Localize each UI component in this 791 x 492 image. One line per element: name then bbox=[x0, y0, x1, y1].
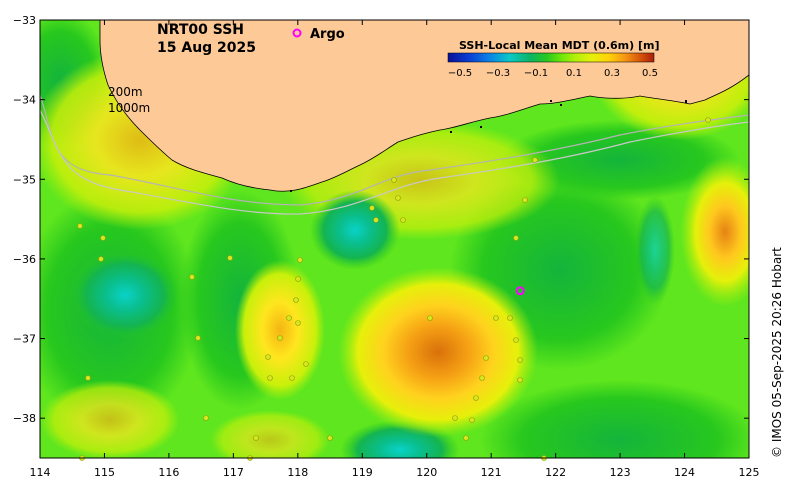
y-axis: −33 −34 −35 −36 −37 −38 bbox=[13, 14, 749, 425]
track-marker bbox=[253, 435, 259, 441]
y-tick-label: −33 bbox=[13, 14, 36, 27]
colorbar-tick-label: 0.5 bbox=[642, 68, 658, 79]
track-marker bbox=[517, 357, 523, 363]
track-marker bbox=[293, 297, 299, 303]
y-tick-label: −36 bbox=[13, 253, 36, 266]
colorbar-title: SSH-Local Mean MDT (0.6m) [m] bbox=[459, 39, 659, 52]
track-markers bbox=[77, 117, 711, 461]
track-marker bbox=[289, 375, 295, 381]
isobath-200m-label: 200m bbox=[108, 85, 143, 99]
x-tick-label: 120 bbox=[416, 466, 437, 479]
colorbar-tick-label: −0.5 bbox=[448, 68, 472, 79]
x-tick-label: 123 bbox=[610, 466, 631, 479]
argo-legend-label: Argo bbox=[310, 27, 345, 42]
track-marker bbox=[100, 235, 106, 241]
track-marker bbox=[189, 274, 195, 280]
track-marker bbox=[522, 197, 528, 203]
x-axis: 114 115 116 117 118 119 120 121 122 123 124 125 bbox=[30, 20, 760, 479]
track-marker bbox=[295, 276, 301, 282]
track-marker bbox=[427, 315, 433, 321]
plot-frame bbox=[39, 19, 750, 459]
argo-float-marker[interactable] bbox=[515, 286, 525, 296]
colorbar: SSH-Local Mean MDT (0.6m) [m] −0.5 −0.3 −0… bbox=[447, 39, 659, 79]
y-tick-label: −35 bbox=[13, 173, 36, 186]
track-marker bbox=[532, 157, 538, 163]
track-marker bbox=[469, 417, 475, 423]
track-marker bbox=[295, 320, 301, 326]
colorbar-tick-label: 0.1 bbox=[566, 68, 582, 79]
y-tick-label: −38 bbox=[13, 412, 36, 425]
colorbar-tick-label: 0.3 bbox=[604, 68, 620, 79]
track-marker bbox=[195, 335, 201, 341]
x-tick-label: 119 bbox=[352, 466, 373, 479]
track-marker bbox=[203, 415, 209, 421]
y-tick-label: −37 bbox=[13, 333, 36, 346]
track-marker bbox=[297, 257, 303, 263]
track-marker bbox=[265, 354, 271, 360]
track-marker bbox=[369, 205, 375, 211]
track-marker bbox=[483, 355, 489, 361]
isobath-1000m-line bbox=[40, 109, 749, 215]
track-marker bbox=[77, 223, 83, 229]
track-marker bbox=[463, 435, 469, 441]
y-tick-label: −34 bbox=[13, 94, 36, 107]
track-marker bbox=[400, 217, 406, 223]
x-tick-label: 122 bbox=[545, 466, 566, 479]
imos-credit: © IMOS 05-Sep-2025 20:26 Hobart bbox=[770, 247, 784, 458]
track-marker bbox=[479, 375, 485, 381]
ssh-field bbox=[40, 20, 749, 458]
track-marker bbox=[513, 235, 519, 241]
colorbar-tick-label: −0.3 bbox=[486, 68, 510, 79]
track-marker bbox=[452, 415, 458, 421]
x-tick-label: 121 bbox=[481, 466, 502, 479]
isobath-1000m-label: 1000m bbox=[108, 101, 150, 115]
track-marker bbox=[373, 217, 379, 223]
track-marker bbox=[85, 375, 91, 381]
x-tick-label: 115 bbox=[94, 466, 115, 479]
track-marker bbox=[327, 435, 333, 441]
track-marker bbox=[267, 375, 273, 381]
colorbar-tick-label: −0.1 bbox=[524, 68, 548, 79]
track-marker bbox=[227, 255, 233, 261]
track-marker bbox=[513, 337, 519, 343]
track-marker bbox=[98, 256, 104, 262]
track-marker bbox=[391, 177, 397, 183]
x-tick-label: 117 bbox=[223, 466, 244, 479]
colorbar-ramp bbox=[447, 52, 655, 63]
x-tick-label: 114 bbox=[30, 466, 51, 479]
track-marker bbox=[286, 315, 292, 321]
x-tick-label: 118 bbox=[287, 466, 308, 479]
land-australia bbox=[99, 20, 749, 192]
x-tick-label: 125 bbox=[739, 466, 760, 479]
x-tick-label: 124 bbox=[674, 466, 695, 479]
track-marker bbox=[277, 335, 283, 341]
isobath-200m-line bbox=[40, 94, 749, 206]
x-tick-label: 116 bbox=[158, 466, 179, 479]
track-marker bbox=[507, 315, 513, 321]
track-marker bbox=[517, 377, 523, 383]
date-title: 15 Aug 2025 bbox=[157, 40, 256, 56]
track-marker bbox=[473, 395, 479, 401]
argo-legend-icon bbox=[292, 28, 302, 38]
product-title: NRT00 SSH bbox=[157, 22, 244, 38]
track-marker bbox=[705, 117, 711, 123]
track-marker bbox=[395, 195, 401, 201]
track-marker bbox=[303, 361, 309, 367]
track-marker bbox=[493, 315, 499, 321]
